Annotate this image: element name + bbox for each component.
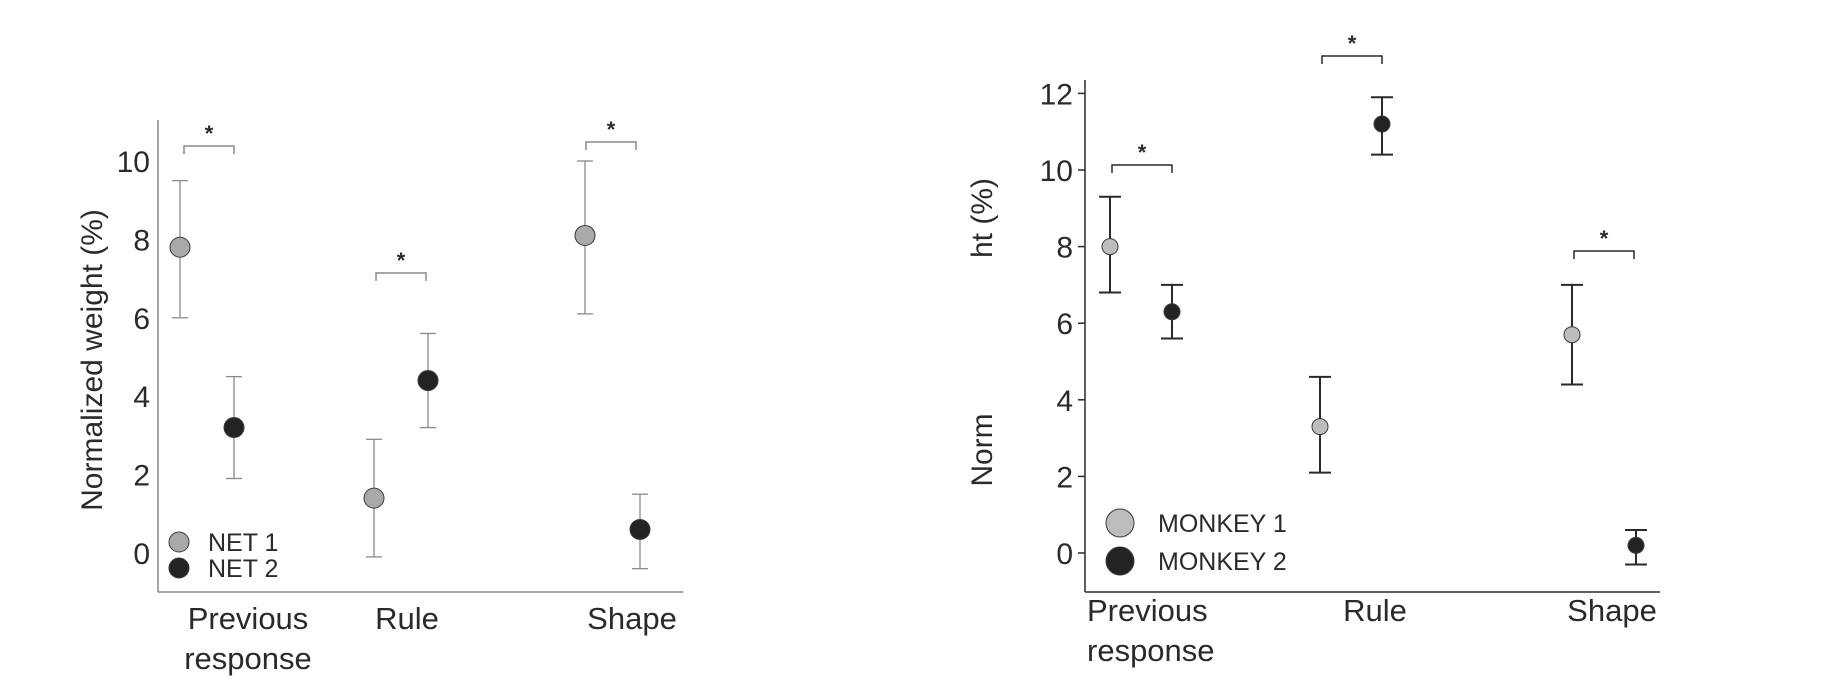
legend-label: MONKEY 1 [1158, 510, 1287, 538]
data-point [363, 487, 385, 509]
data-point [574, 224, 596, 246]
x-category-label: Rule [375, 601, 439, 636]
x-category-label: Rule [1343, 593, 1407, 628]
significance-bracket [1573, 250, 1635, 259]
x-category-label: response [184, 641, 312, 676]
legend-marker [1105, 546, 1135, 576]
data-point [1627, 536, 1645, 554]
significance-star: * [1348, 31, 1357, 56]
y-tick-label: 8 [1056, 232, 1073, 265]
x-category-label: Shape [1567, 593, 1657, 628]
y-axis-title: Normalized weight (%) [76, 209, 109, 511]
significance-bracket [1321, 55, 1383, 64]
y-tick-label: 4 [1056, 385, 1073, 418]
data-point [1563, 326, 1581, 344]
y-tick-label: 6 [1056, 308, 1073, 341]
y-axis-title-fragment: Norm [966, 413, 999, 486]
legend-label: MONKEY 2 [1158, 548, 1287, 576]
legend-marker [1105, 508, 1135, 538]
significance-bracket [183, 145, 235, 154]
y-tick-label: 0 [133, 538, 150, 571]
significance-star: * [1600, 226, 1609, 251]
significance-star: * [205, 121, 214, 146]
legend-label: NET 2 [208, 555, 278, 583]
legend-label: NET 1 [208, 529, 278, 557]
y-tick-label: 2 [1056, 461, 1073, 494]
data-point [1311, 418, 1329, 436]
y-tick-label: 10 [117, 146, 150, 179]
y-tick-label: 10 [1040, 155, 1073, 188]
x-category-label: Previous [1087, 593, 1208, 628]
x-category-label: response [1087, 633, 1215, 668]
significance-bracket [585, 141, 637, 150]
x-category-label: Previous [188, 601, 309, 636]
significance-bracket [375, 272, 427, 281]
significance-star: * [397, 248, 406, 273]
y-tick-label: 8 [133, 224, 150, 257]
significance-bracket [1111, 164, 1173, 173]
chart-net: 0 2 4 6 8 10 Previous response Rule Shape * * * NET 1… [76, 117, 683, 676]
data-point [629, 518, 651, 540]
significance-star: * [1138, 140, 1147, 165]
data-point [1101, 238, 1119, 256]
data-point [169, 236, 191, 258]
y-axis-title-fragment: ht (%) [966, 178, 999, 258]
y-tick-label: 12 [1040, 78, 1073, 111]
y-tick-label: 2 [133, 460, 150, 493]
data-point [1373, 115, 1391, 133]
chart-monkey: 0 2 4 6 8 10 12 Previous response Rule Shape * * * MON… [966, 31, 1660, 668]
y-tick-label: 0 [1056, 538, 1073, 571]
y-tick-label: 6 [133, 303, 150, 336]
legend-marker [168, 531, 190, 553]
legend-marker [168, 557, 190, 579]
data-point [223, 417, 245, 439]
data-point [417, 370, 439, 392]
significance-star: * [607, 117, 616, 142]
data-point [1163, 303, 1181, 321]
y-tick-label: 4 [133, 381, 150, 414]
x-category-label: Shape [587, 601, 677, 636]
